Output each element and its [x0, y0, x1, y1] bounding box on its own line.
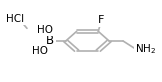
Text: NH$_2$: NH$_2$ [135, 42, 157, 56]
Text: HO: HO [37, 25, 53, 35]
Text: HCl: HCl [6, 14, 24, 24]
Text: B: B [46, 35, 54, 47]
Text: F: F [98, 15, 105, 25]
Text: HO: HO [32, 46, 48, 56]
